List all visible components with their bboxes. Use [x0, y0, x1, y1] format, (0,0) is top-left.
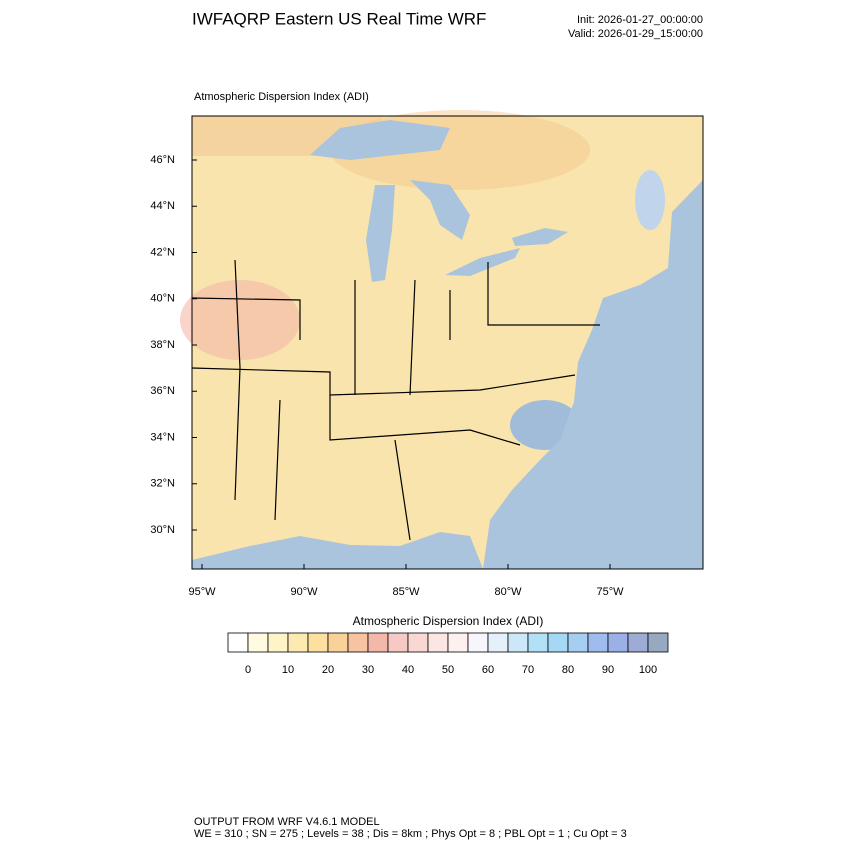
colorbar-box [507, 632, 529, 653]
init-time: Init: 2026-01-27_00:00:00 [577, 14, 703, 26]
colorbar-box [487, 632, 509, 653]
lake-superior [310, 120, 450, 160]
lat-label: 46°N [150, 154, 175, 166]
lon-label: 75°W [596, 586, 624, 598]
lon-label: 90°W [290, 586, 318, 598]
colorbar-box [287, 632, 309, 653]
colorbar-box [227, 632, 249, 653]
lake-ontario [512, 228, 568, 246]
colorbar-label: 70 [522, 664, 534, 676]
lat-label: 44°N [150, 200, 175, 212]
colorbar-box [467, 632, 489, 653]
colorbar-label: 90 [602, 664, 614, 676]
colorbar-box [247, 632, 269, 653]
colorbar-label: 10 [282, 664, 294, 676]
lat-label: 36°N [150, 385, 175, 397]
lat-label: 34°N [150, 431, 175, 443]
colorbar-label: 80 [562, 664, 574, 676]
high-adi [635, 170, 665, 230]
valid-time: Valid: 2026-01-29_15:00:00 [568, 28, 703, 40]
colorbar-box [627, 632, 649, 653]
map-title: Atmospheric Dispersion Index (ADI) [194, 91, 369, 103]
state-lines [191, 259, 600, 541]
colorbar-box [547, 632, 569, 653]
colorbar-label: 40 [402, 664, 414, 676]
lat-label: 30°N [150, 524, 175, 536]
lat-label: 42°N [150, 246, 175, 258]
colorbar-box [267, 632, 289, 653]
lon-label: 95°W [188, 586, 216, 598]
colorbar-box [347, 632, 369, 653]
footer-line: WE = 310 ; SN = 275 ; Levels = 38 ; Dis … [194, 828, 627, 840]
ocean [483, 180, 703, 569]
lake-erie [445, 248, 520, 276]
colorbar-box [427, 632, 449, 653]
map [180, 110, 704, 570]
colorbar-label: 0 [245, 664, 251, 676]
colorbar-box [567, 632, 589, 653]
colorbar-box [327, 632, 349, 653]
land-shade [180, 280, 300, 360]
colorbar-label: 20 [322, 664, 334, 676]
colorbar-box [587, 632, 609, 653]
lake-huron [410, 180, 470, 240]
colorbar-label: 30 [362, 664, 374, 676]
colorbar-label: 100 [639, 664, 657, 676]
colorbar-title: Atmospheric Dispersion Index (ADI) [353, 614, 544, 628]
lat-label: 32°N [150, 478, 175, 490]
colorbar-box [607, 632, 629, 653]
colorbar-label: 60 [482, 664, 494, 676]
footer-line: OUTPUT FROM WRF V4.6.1 MODEL [194, 816, 380, 828]
lon-label: 80°W [494, 586, 522, 598]
colorbar-box [527, 632, 549, 653]
colorbar-box [387, 632, 409, 653]
colorbar-label: 50 [442, 664, 454, 676]
lat-label: 40°N [150, 293, 175, 305]
lake-michigan [366, 185, 395, 282]
colorbar-box [647, 632, 669, 653]
gulf [192, 532, 483, 569]
lat-label: 38°N [150, 339, 175, 351]
colorbar-box [367, 632, 389, 653]
title: IWFAQRP Eastern US Real Time WRF [192, 9, 486, 28]
lon-label: 85°W [392, 586, 420, 598]
colorbar-box [447, 632, 469, 653]
colorbar-box [407, 632, 429, 653]
map-frame [191, 115, 704, 570]
colorbar-box [307, 632, 329, 653]
